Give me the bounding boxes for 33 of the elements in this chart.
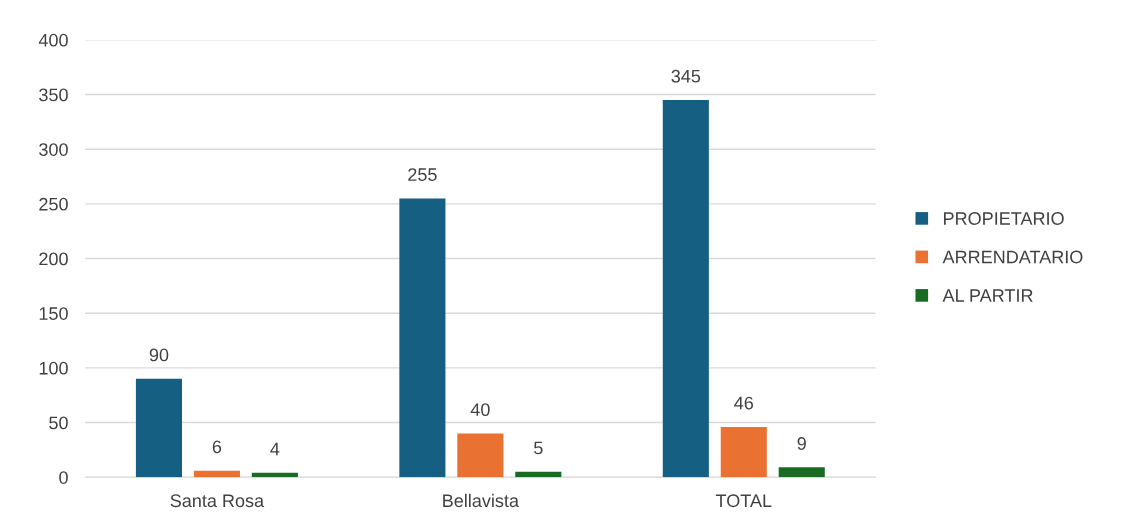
data-label: 6	[212, 440, 222, 454]
x-tick-label: Bellavista	[443, 493, 519, 508]
legend-label: PROPIETARIO	[944, 212, 1064, 225]
y-tick-label: 300	[39, 143, 68, 156]
y-tick-label: 0	[59, 471, 68, 484]
x-tick-label: Santa Rosa	[170, 494, 265, 508]
data-label: 9	[797, 437, 806, 450]
y-tick-label: 400	[38, 33, 68, 47]
data-label: 90	[149, 348, 169, 362]
data-label: 46	[734, 396, 754, 410]
bar	[251, 472, 298, 478]
y-tick-label: 150	[39, 307, 68, 320]
bar	[662, 100, 709, 478]
legend-label: AL PARTIR	[942, 289, 1033, 302]
bar	[457, 433, 504, 478]
y-tick-label: 100	[39, 361, 68, 375]
y-tick-label: 250	[39, 197, 68, 211]
data-label: 345	[671, 69, 701, 83]
y-tick-label: 200	[39, 252, 68, 266]
bar	[135, 378, 183, 478]
data-label: 5	[534, 441, 543, 455]
y-tick-label: 350	[39, 88, 68, 102]
data-label: 4	[270, 442, 280, 456]
x-tick-label: TOTAL	[715, 494, 772, 508]
y-tick-label: 50	[49, 416, 68, 430]
bar	[193, 470, 240, 478]
bar	[515, 471, 562, 478]
data-label: 40	[470, 403, 490, 417]
legend-label: ARRENDATARIO	[942, 250, 1083, 264]
bar	[399, 198, 446, 478]
bar	[720, 426, 767, 478]
data-label: 255	[408, 168, 437, 181]
bar	[778, 467, 825, 478]
